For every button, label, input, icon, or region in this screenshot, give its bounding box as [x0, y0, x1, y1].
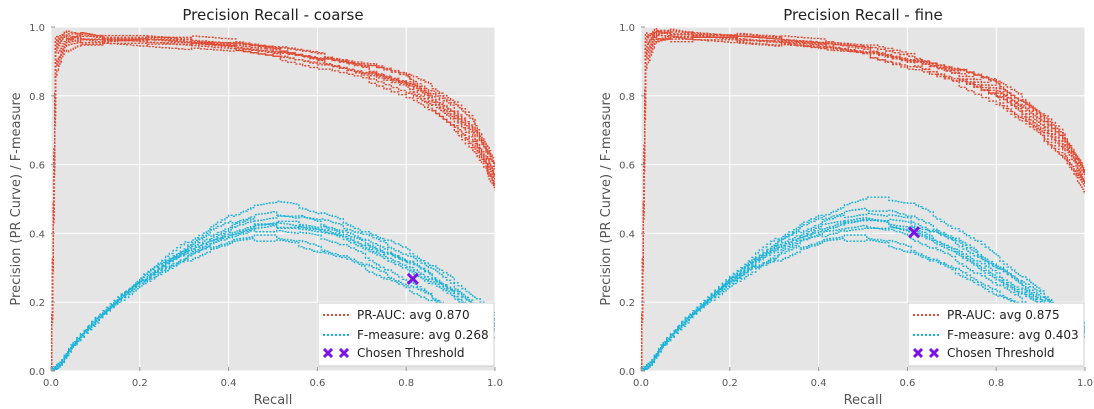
f-measure-line	[51, 220, 495, 371]
pr-curve-line	[51, 38, 495, 371]
chart-fine: 0.0 0.2 0.4 0.6 0.8 1.0 0.0 0.2 0.4 0.6 0.8 1.0 Pr…	[599, 6, 1093, 408]
chart-title: Precision Recall - fine	[783, 6, 943, 24]
x-tick-label: 1.0	[1077, 378, 1093, 389]
x-tick-label: 0.4	[221, 378, 237, 389]
y-tick-labels: 0.0 0.2 0.4 0.6 0.8 1.0	[619, 23, 635, 378]
y-tick-label: 0.8	[29, 92, 45, 103]
x-tick-label: 0.0	[633, 378, 649, 389]
pr-curve-line	[641, 31, 1085, 371]
legend-pr-label: PR-AUC: avg 0.870	[357, 308, 470, 322]
pr-curve-line	[641, 31, 1085, 371]
legend-pr-label: PR-AUC: avg 0.875	[947, 308, 1060, 322]
y-tick-label: 0.0	[619, 367, 635, 378]
legend: PR-AUC: avg 0.875 F-measure: avg 0.403 C…	[907, 302, 1085, 367]
x-tick-label: 1.0	[487, 378, 503, 389]
y-tick-label: 0.6	[29, 161, 45, 172]
x-tick-labels: 0.0 0.2 0.4 0.6 0.8 1.0	[43, 378, 503, 389]
x-axis-label: Recall	[254, 393, 293, 408]
f-measure-line	[51, 214, 495, 371]
f-measure-line	[641, 196, 1085, 371]
x-tick-label: 0.8	[988, 378, 1004, 389]
legend-f-label: F-measure: avg 0.403	[947, 328, 1079, 342]
x-tick-labels: 0.0 0.2 0.4 0.6 0.8 1.0	[633, 378, 1093, 389]
f-measure-line	[641, 226, 1085, 371]
pr-curve-line	[51, 38, 495, 371]
legend-threshold-label: Chosen Threshold	[947, 346, 1055, 360]
series-lines	[641, 27, 1085, 371]
pr-curve-line	[641, 32, 1085, 371]
y-tick-labels: 0.0 0.2 0.4 0.6 0.8 1.0	[29, 23, 45, 378]
series-group	[641, 27, 1085, 371]
legend-f-label: F-measure: avg 0.268	[357, 328, 489, 342]
x-tick-label: 0.8	[398, 378, 414, 389]
f-measure-line	[641, 224, 1085, 371]
x-tick-label: 0.2	[722, 378, 738, 389]
pr-curve-line	[641, 35, 1085, 371]
pr-curve-line	[51, 35, 495, 371]
chart-title: Precision Recall - coarse	[182, 6, 363, 24]
y-axis-label: Precision (PR Curve) / F-measure	[9, 92, 24, 305]
pr-curve-line	[641, 35, 1085, 371]
legend: PR-AUC: avg 0.870 F-measure: avg 0.268 C…	[317, 302, 495, 367]
x-tick-label: 0.6	[899, 378, 915, 389]
series-lines	[51, 30, 495, 371]
y-tick-label: 0.6	[619, 161, 635, 172]
f-measure-line	[51, 211, 495, 371]
y-tick-label: 0.4	[619, 229, 635, 240]
tick-marks	[50, 26, 496, 372]
x-tick-label: 0.6	[309, 378, 325, 389]
x-tick-label: 0.4	[811, 378, 827, 389]
legend-threshold-swatch	[322, 347, 350, 359]
f-measure-line	[641, 212, 1085, 371]
x-axis-label: Recall	[844, 393, 883, 408]
y-tick-label: 1.0	[29, 23, 45, 34]
y-tick-label: 0.2	[619, 298, 635, 309]
tick-marks	[640, 26, 1086, 372]
pr-curve-line	[641, 38, 1085, 371]
pr-curve-line	[51, 34, 495, 371]
legend-threshold-swatch	[912, 347, 940, 359]
pr-curve-line	[51, 31, 495, 371]
pr-curve-line	[51, 31, 495, 371]
pr-curve-line	[641, 28, 1085, 371]
x-tick-label: 0.2	[132, 378, 148, 389]
series-group	[51, 30, 495, 371]
y-tick-label: 0.0	[29, 367, 45, 378]
y-axis-label: Precision (PR Curve) / F-measure	[599, 92, 614, 305]
legend-threshold-label: Chosen Threshold	[357, 346, 465, 360]
x-tick-label: 0.0	[43, 378, 59, 389]
threshold-marker	[406, 272, 419, 285]
threshold-marker	[907, 226, 921, 239]
y-tick-label: 0.2	[29, 298, 45, 309]
chart-coarse: 0.0 0.2 0.4 0.6 0.8 1.0 0.0 0.2 0.4 0.6 0.8 1.0 Pr…	[9, 6, 503, 408]
f-measure-line	[51, 200, 495, 371]
f-measure-line	[51, 228, 495, 371]
y-tick-label: 0.8	[619, 92, 635, 103]
y-tick-label: 1.0	[619, 23, 635, 34]
f-measure-line	[51, 224, 495, 371]
y-tick-label: 0.4	[29, 229, 45, 240]
pr-curve-line	[51, 34, 495, 371]
pr-curve-line	[51, 41, 495, 371]
